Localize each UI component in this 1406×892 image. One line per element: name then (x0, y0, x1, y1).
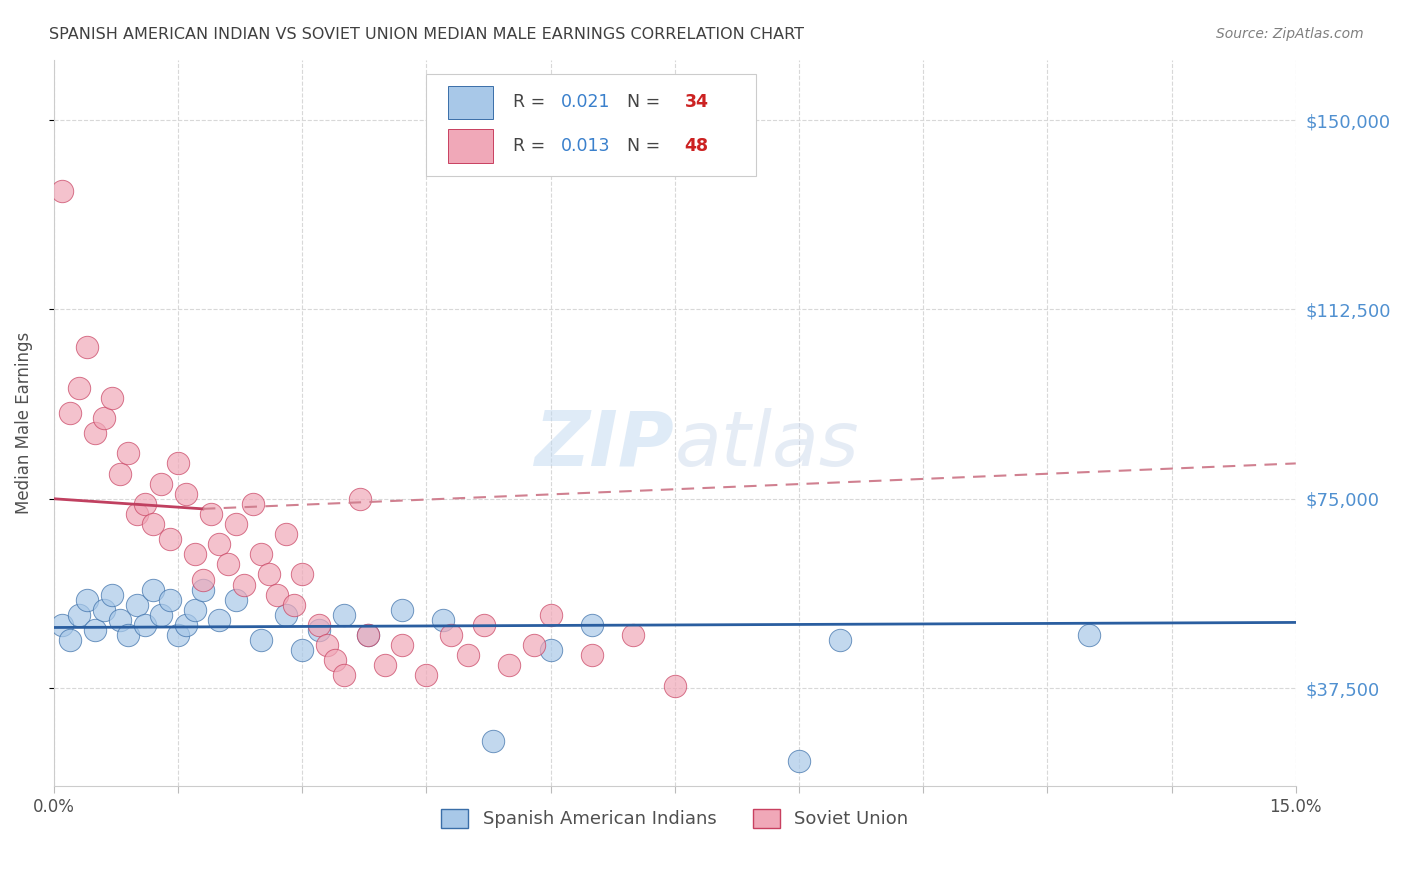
Point (523, 638, 546, 652)
Text: 34: 34 (685, 94, 709, 112)
Point (225, 516, 247, 531)
Point (217, 558, 239, 572)
FancyBboxPatch shape (426, 74, 755, 176)
Text: R =: R = (513, 137, 551, 155)
Point (332, 607, 354, 622)
Text: Source: ZipAtlas.com: Source: ZipAtlas.com (1216, 27, 1364, 41)
Text: R =: R = (513, 94, 551, 112)
Point (208, 537, 231, 551)
Point (51, 618, 73, 632)
Point (191, 582, 214, 597)
Y-axis label: Median Male Earnings: Median Male Earnings (15, 332, 32, 514)
Point (283, 598, 305, 612)
Legend: Spanish American Indians, Soviet Union: Spanish American Indians, Soviet Union (434, 802, 915, 836)
Point (125, 507, 148, 521)
Point (250, 633, 273, 648)
Point (142, 516, 165, 531)
Point (159, 592, 181, 607)
Point (581, 648, 603, 663)
Point (474, 618, 496, 632)
Point (291, 643, 314, 657)
Point (357, 628, 380, 642)
Text: 0.013: 0.013 (561, 137, 610, 155)
Point (291, 567, 314, 582)
Point (391, 638, 413, 652)
Point (150, 476, 173, 491)
Point (457, 648, 479, 663)
Point (59, 406, 82, 420)
Point (481, 734, 503, 748)
Point (108, 467, 131, 481)
Point (498, 658, 520, 673)
Point (787, 754, 810, 768)
Point (316, 638, 339, 652)
Point (176, 618, 198, 632)
Point (357, 628, 380, 642)
Point (225, 592, 247, 607)
Point (308, 623, 330, 637)
Point (266, 588, 288, 602)
Point (93, 411, 115, 425)
Point (51, 184, 73, 198)
Point (150, 607, 173, 622)
Point (540, 607, 562, 622)
Point (117, 446, 139, 460)
Text: ZIP: ZIP (536, 408, 675, 482)
Text: SPANISH AMERICAN INDIAN VS SOVIET UNION MEDIAN MALE EARNINGS CORRELATION CHART: SPANISH AMERICAN INDIAN VS SOVIET UNION … (49, 27, 804, 42)
Point (167, 457, 190, 471)
FancyBboxPatch shape (447, 86, 494, 120)
Point (67, 381, 90, 395)
Point (349, 491, 371, 506)
Point (183, 603, 205, 617)
Point (167, 628, 190, 642)
Point (274, 527, 297, 541)
Point (432, 613, 454, 627)
Point (250, 547, 273, 561)
Point (125, 598, 148, 612)
Point (84, 426, 107, 441)
Point (374, 658, 396, 673)
Point (101, 588, 124, 602)
Point (191, 573, 214, 587)
Point (1077, 628, 1099, 642)
Point (325, 653, 347, 667)
Point (274, 607, 297, 622)
Point (59, 633, 82, 648)
Point (67, 607, 90, 622)
FancyBboxPatch shape (447, 129, 494, 163)
Point (159, 532, 181, 546)
Text: 48: 48 (685, 137, 709, 155)
Point (242, 497, 264, 511)
Point (84, 623, 107, 637)
Point (101, 391, 124, 405)
Point (391, 603, 413, 617)
Text: N =: N = (616, 94, 666, 112)
Point (134, 497, 156, 511)
Point (76, 340, 98, 354)
Point (440, 628, 463, 642)
Point (415, 668, 437, 682)
Point (540, 643, 562, 657)
Point (93, 603, 115, 617)
Point (117, 628, 139, 642)
Point (142, 582, 165, 597)
Point (581, 618, 603, 632)
Point (200, 507, 222, 521)
Text: atlas: atlas (675, 408, 859, 482)
Point (76, 592, 98, 607)
Point (664, 679, 686, 693)
Point (623, 628, 645, 642)
Point (257, 567, 280, 582)
Point (183, 547, 205, 561)
Text: 0.021: 0.021 (561, 94, 610, 112)
Point (208, 613, 231, 627)
Point (830, 633, 852, 648)
Point (308, 618, 330, 632)
Point (233, 577, 256, 591)
Point (108, 613, 131, 627)
Point (134, 618, 156, 632)
Point (332, 668, 354, 682)
Text: N =: N = (616, 137, 666, 155)
Point (176, 486, 198, 500)
